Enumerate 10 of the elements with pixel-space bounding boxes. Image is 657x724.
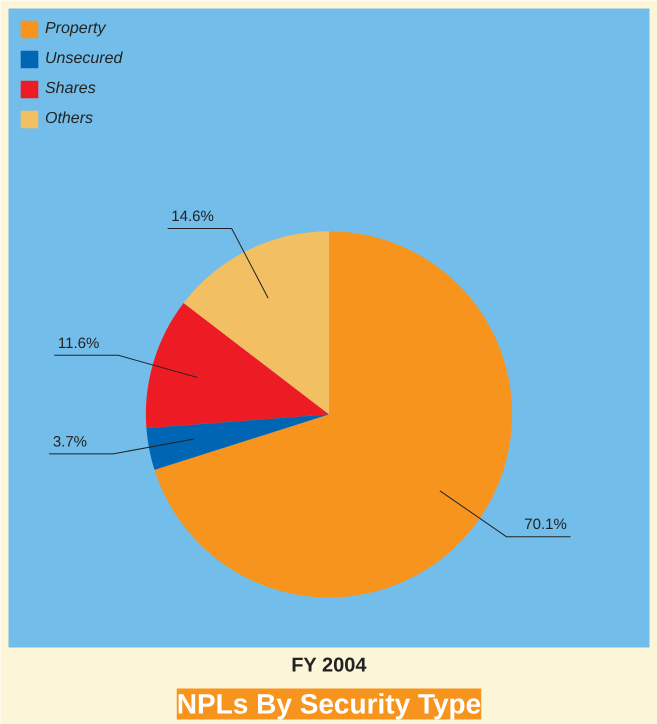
text: FY 2004 — [291, 654, 368, 676]
legend-label: Shares — [45, 80, 96, 98]
data-label: 3.7% — [52, 433, 88, 450]
data-label: 11.6% — [58, 334, 100, 352]
data-label: 14.6% — [171, 208, 214, 226]
text: NPLs By Security Type — [176, 688, 482, 720]
legend-label: Property — [45, 20, 106, 38]
legend-label: Others — [45, 110, 94, 128]
legend-label: Unsecured — [45, 50, 122, 68]
data-label: 70.1% — [524, 516, 567, 534]
